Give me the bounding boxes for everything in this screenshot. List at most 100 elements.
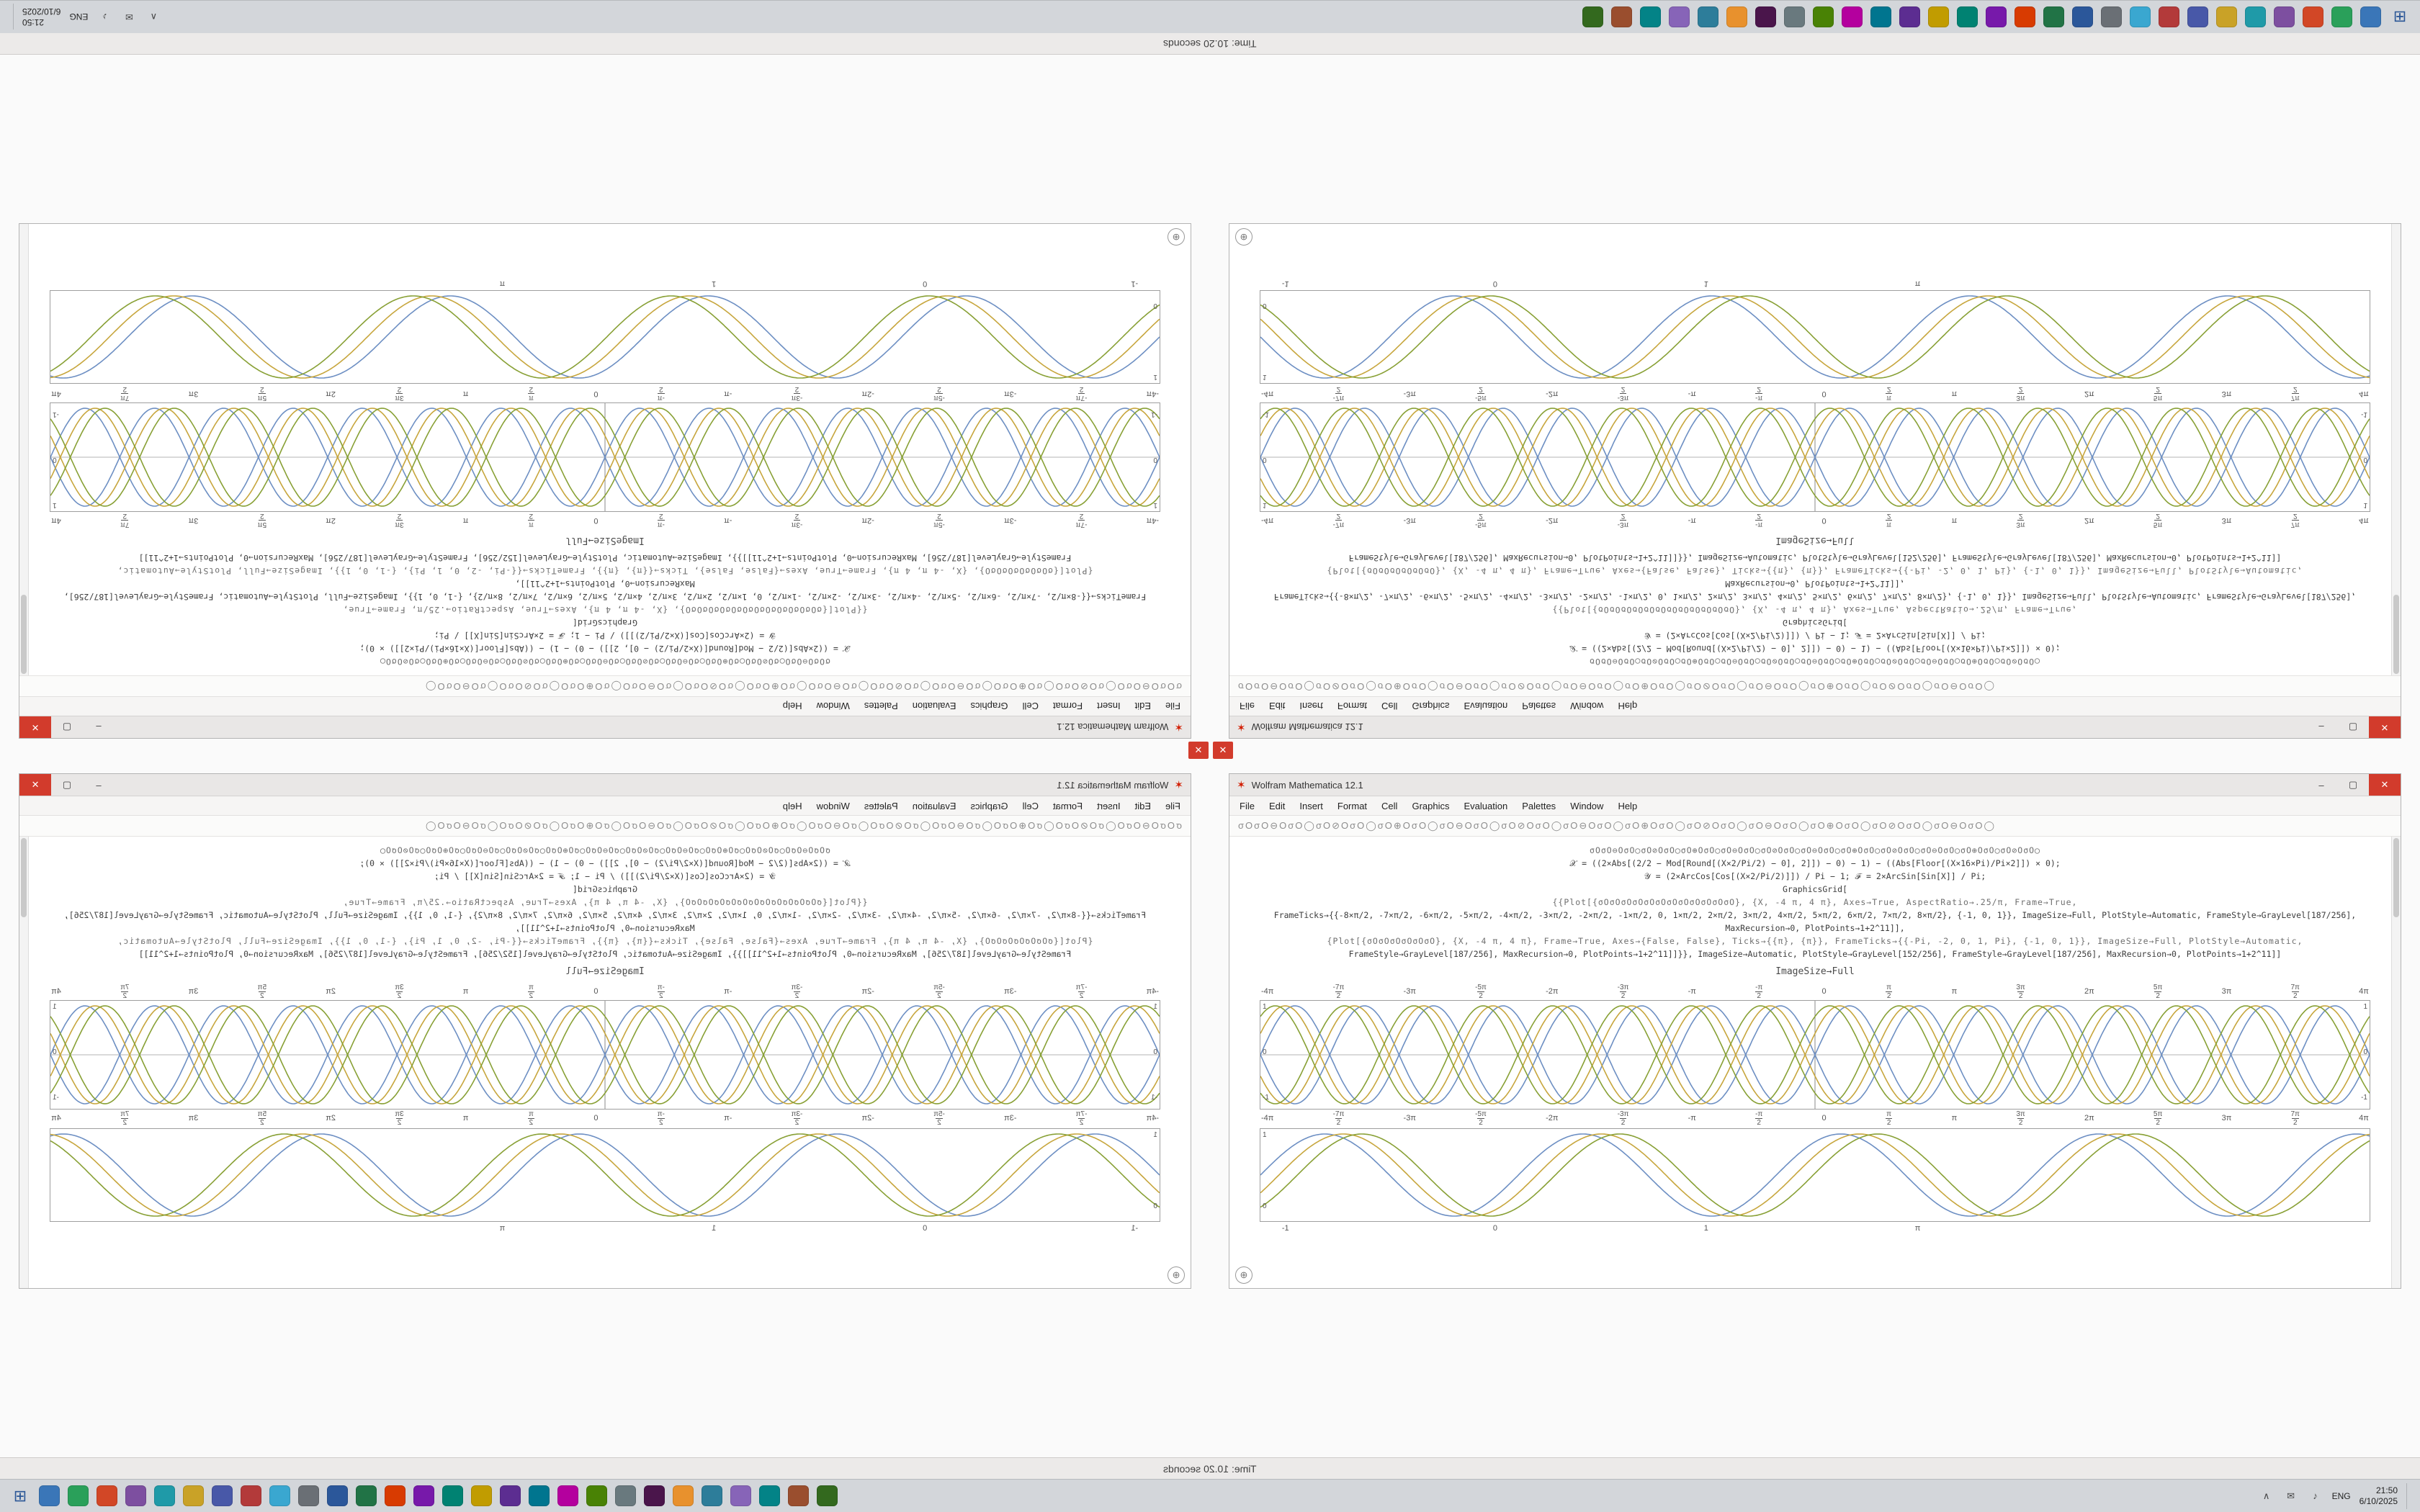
scrollbar[interactable] [19, 224, 29, 675]
app-icon[interactable] [2159, 6, 2179, 27]
app-icon[interactable] [817, 1485, 838, 1506]
tray-icon[interactable]: ∧ [150, 12, 158, 23]
code-line[interactable]: MaxRecursion→0, PlotPoints→1+2^11]], [515, 579, 695, 589]
app-icon[interactable] [2331, 6, 2352, 27]
app-icon[interactable] [385, 1485, 405, 1506]
menu-item-window[interactable]: Window [1570, 800, 1604, 811]
menu-item-cell[interactable]: Cell [1022, 800, 1039, 811]
scrollbar[interactable] [2391, 837, 2401, 1288]
menu-item-help[interactable]: Help [782, 701, 802, 712]
tray-icon[interactable]: ∧ [2262, 1490, 2270, 1501]
close-button[interactable]: ✕ [19, 774, 51, 796]
minimize-button[interactable]: – [96, 721, 102, 733]
app-icon[interactable] [2043, 6, 2064, 27]
app-icon[interactable] [1784, 6, 1805, 27]
app-icon[interactable] [1669, 6, 1690, 27]
zoom-badge[interactable]: ⊕ [1235, 228, 1252, 246]
minimize-button[interactable]: – [2318, 779, 2324, 791]
menu-item-graphics[interactable]: Graphics [1412, 701, 1450, 712]
app-icon[interactable] [39, 1485, 60, 1506]
code-line[interactable]: σΟσΟ⊖ΟσΟ◯σΟ⊘ΟσΟ◯σΟ⊕ΟσΟ◯σΟ⊖ΟσΟ◯σΟ⊘ΟσΟ◯σΟ⊖… [380, 845, 830, 855]
app-icon[interactable] [1928, 6, 1949, 27]
app-icon[interactable] [1640, 6, 1661, 27]
zoom-badge[interactable]: ⊕ [1235, 1266, 1252, 1284]
scrollbar[interactable] [19, 837, 29, 1288]
app-icon[interactable] [1582, 6, 1603, 27]
app-icon[interactable] [241, 1485, 261, 1506]
app-icon[interactable] [1726, 6, 1747, 27]
app-icon[interactable] [2072, 6, 2093, 27]
menu-item-format[interactable]: Format [1052, 800, 1083, 811]
code-line[interactable]: FrameTicks→{{-8×π/2, -7×π/2, -6×π/2, -5×… [1273, 592, 2357, 602]
code-block[interactable]: σΟσΟ⊖ΟσΟ◯σΟ⊘ΟσΟ◯σΟ⊕ΟσΟ◯σΟ⊖ΟσΟ◯σΟ⊘ΟσΟ◯σΟ⊖… [44, 552, 1166, 668]
app-icon[interactable] [212, 1485, 233, 1506]
code-line[interactable]: {Plot[{σΟσΟσΟσΟσΟσΟ}, {X, -4 π, 4 π}, Fr… [1327, 936, 2303, 946]
code-line[interactable]: FrameTicks→{{-8×π/2, -7×π/2, -6×π/2, -5×… [63, 910, 1147, 920]
app-icon[interactable] [2187, 6, 2208, 27]
code-line[interactable]: {{Plot[{σΟσΟσΟσΟσΟσΟσΟσΟσΟσΟσΟσΟ}, {X, -… [1552, 897, 2078, 907]
start-button[interactable]: ⊞ [7, 1483, 33, 1509]
app-icon[interactable] [673, 1485, 694, 1506]
code-line[interactable]: GraphicsGrid[ [1782, 618, 1847, 628]
code-block[interactable]: σΟσΟ⊖ΟσΟ◯σΟ⊘ΟσΟ◯σΟ⊕ΟσΟ◯σΟ⊖ΟσΟ◯σΟ⊘ΟσΟ◯σΟ⊖… [1254, 552, 2376, 668]
code-line[interactable]: {Plot[{σΟσΟσΟσΟσΟσΟ}, {X, -4 π, 4 π}, Fr… [1327, 566, 2303, 576]
zoom-badge[interactable]: ⊕ [1168, 228, 1185, 246]
code-line[interactable]: MaxRecursion→0, PlotPoints→1+2^11]], [1725, 579, 1905, 589]
code-line[interactable]: σΟσΟ⊖ΟσΟ◯σΟ⊘ΟσΟ◯σΟ⊕ΟσΟ◯σΟ⊖ΟσΟ◯σΟ⊘ΟσΟ◯σΟ⊖… [1590, 845, 2040, 855]
code-line[interactable]: FrameTicks→{{-8×π/2, -7×π/2, -6×π/2, -5×… [63, 592, 1147, 602]
code-line[interactable]: {Plot[{σΟσΟσΟσΟσΟσΟ}, {X, -4 π, 4 π}, Fr… [117, 566, 1093, 576]
menu-item-palettes[interactable]: Palettes [1522, 701, 1556, 712]
menu-item-file[interactable]: File [1240, 800, 1255, 811]
menu-item-graphics[interactable]: Graphics [1412, 800, 1450, 811]
code-line[interactable]: 𝒳 = ((2×Abs[(2/2 − Mod[Round[(X×2/Pi/2) … [359, 858, 851, 868]
menu-item-file[interactable]: File [1165, 800, 1180, 811]
menu-item-format[interactable]: Format [1337, 701, 1368, 712]
menu-item-help[interactable]: Help [1618, 701, 1638, 712]
menu-item-format[interactable]: Format [1337, 800, 1368, 811]
menu-item-edit[interactable]: Edit [1134, 800, 1152, 811]
app-icon[interactable] [2360, 6, 2381, 27]
tray-icon[interactable]: ♪ [2313, 1490, 2318, 1501]
code-block[interactable]: σΟσΟ⊖ΟσΟ◯σΟ⊘ΟσΟ◯σΟ⊕ΟσΟ◯σΟ⊖ΟσΟ◯σΟ⊘ΟσΟ◯σΟ⊖… [1254, 844, 2376, 960]
menu-item-insert[interactable]: Insert [1097, 800, 1121, 811]
app-icon[interactable] [2101, 6, 2122, 27]
code-line[interactable]: FrameStyle→GrayLevel[187/256], MaxRecurs… [1348, 949, 2282, 959]
toolbar[interactable]: σΟσΟ⊖ΟσΟ◯σΟ⊘ΟσΟ◯σΟ⊕ΟσΟ◯σΟ⊖ΟσΟ◯σΟ⊘ΟσΟ◯σΟ⊖… [19, 675, 1191, 696]
code-line[interactable]: 𝒳 = ((2×Abs[(2/2 − Mod[Round[(X×2/Pi/2) … [1569, 858, 2061, 868]
code-line[interactable]: GraphicsGrid[ [1782, 884, 1847, 894]
code-line[interactable]: FrameStyle→GrayLevel[187/256], MaxRecurs… [1348, 553, 2282, 563]
taskbar-top[interactable]: ⊞ ∧ ✉ ♪ ENG 21:50 6/10/2025 [0, 0, 2420, 33]
maximize-button[interactable]: ▢ [2348, 722, 2358, 733]
code-line[interactable]: FrameStyle→GrayLevel[187/256], MaxRecurs… [138, 553, 1072, 563]
action-center-sliver[interactable] [7, 4, 14, 30]
app-icon[interactable] [1755, 6, 1776, 27]
app-icon[interactable] [97, 1485, 117, 1506]
app-icon[interactable] [269, 1485, 290, 1506]
start-button[interactable]: ⊞ [2387, 4, 2413, 30]
code-line[interactable]: {{Plot[{σΟσΟσΟσΟσΟσΟσΟσΟσΟσΟσΟσΟ}, {X, -… [342, 605, 868, 615]
close-button[interactable]: ✕ [19, 716, 51, 738]
app-icon[interactable] [1842, 6, 1863, 27]
maximize-button[interactable]: ▢ [62, 779, 72, 790]
app-icon[interactable] [1870, 6, 1891, 27]
code-line[interactable]: FrameStyle→GrayLevel[187/256], MaxRecurs… [138, 949, 1072, 959]
code-line[interactable]: GraphicsGrid[ [573, 618, 638, 628]
menu-item-graphics[interactable]: Graphics [970, 800, 1008, 811]
code-line[interactable]: 𝒴 = (2×ArcCos[Cos[(X×2/Pi/2)]]) / Pi − 1… [434, 631, 776, 641]
menu-item-evaluation[interactable]: Evaluation [1464, 800, 1508, 811]
notebook-content[interactable]: σΟσΟ⊖ΟσΟ◯σΟ⊘ΟσΟ◯σΟ⊕ΟσΟ◯σΟ⊖ΟσΟ◯σΟ⊘ΟσΟ◯σΟ⊖… [19, 837, 1191, 1288]
code-line[interactable]: {{Plot[{σΟσΟσΟσΟσΟσΟσΟσΟσΟσΟσΟσΟ}, {X, -… [1552, 605, 2078, 615]
menu-item-cell[interactable]: Cell [1381, 701, 1398, 712]
tray-icon[interactable]: ✉ [125, 12, 133, 23]
title-bar[interactable]: ✶ Wolfram Mathematica 12.1 – ▢ ✕ [19, 716, 1191, 738]
maximize-button[interactable]: ▢ [2348, 779, 2358, 790]
menu-item-graphics[interactable]: Graphics [970, 701, 1008, 712]
toolbar[interactable]: σΟσΟ⊖ΟσΟ◯σΟ⊘ΟσΟ◯σΟ⊕ΟσΟ◯σΟ⊖ΟσΟ◯σΟ⊘ΟσΟ◯σΟ⊖… [1229, 675, 2401, 696]
menu-item-window[interactable]: Window [816, 800, 850, 811]
close-button[interactable]: ✕ [1213, 742, 1233, 759]
code-line[interactable]: 𝒴 = (2×ArcCos[Cos[(X×2/Pi/2)]]) / Pi − 1… [434, 871, 776, 881]
menu-item-evaluation[interactable]: Evaluation [912, 800, 956, 811]
code-line[interactable]: GraphicsGrid[ [573, 884, 638, 894]
app-icon[interactable] [327, 1485, 348, 1506]
code-line[interactable]: 𝒴 = (2×ArcCos[Cos[(X×2/Pi/2)]]) / Pi − 1… [1644, 871, 1986, 881]
